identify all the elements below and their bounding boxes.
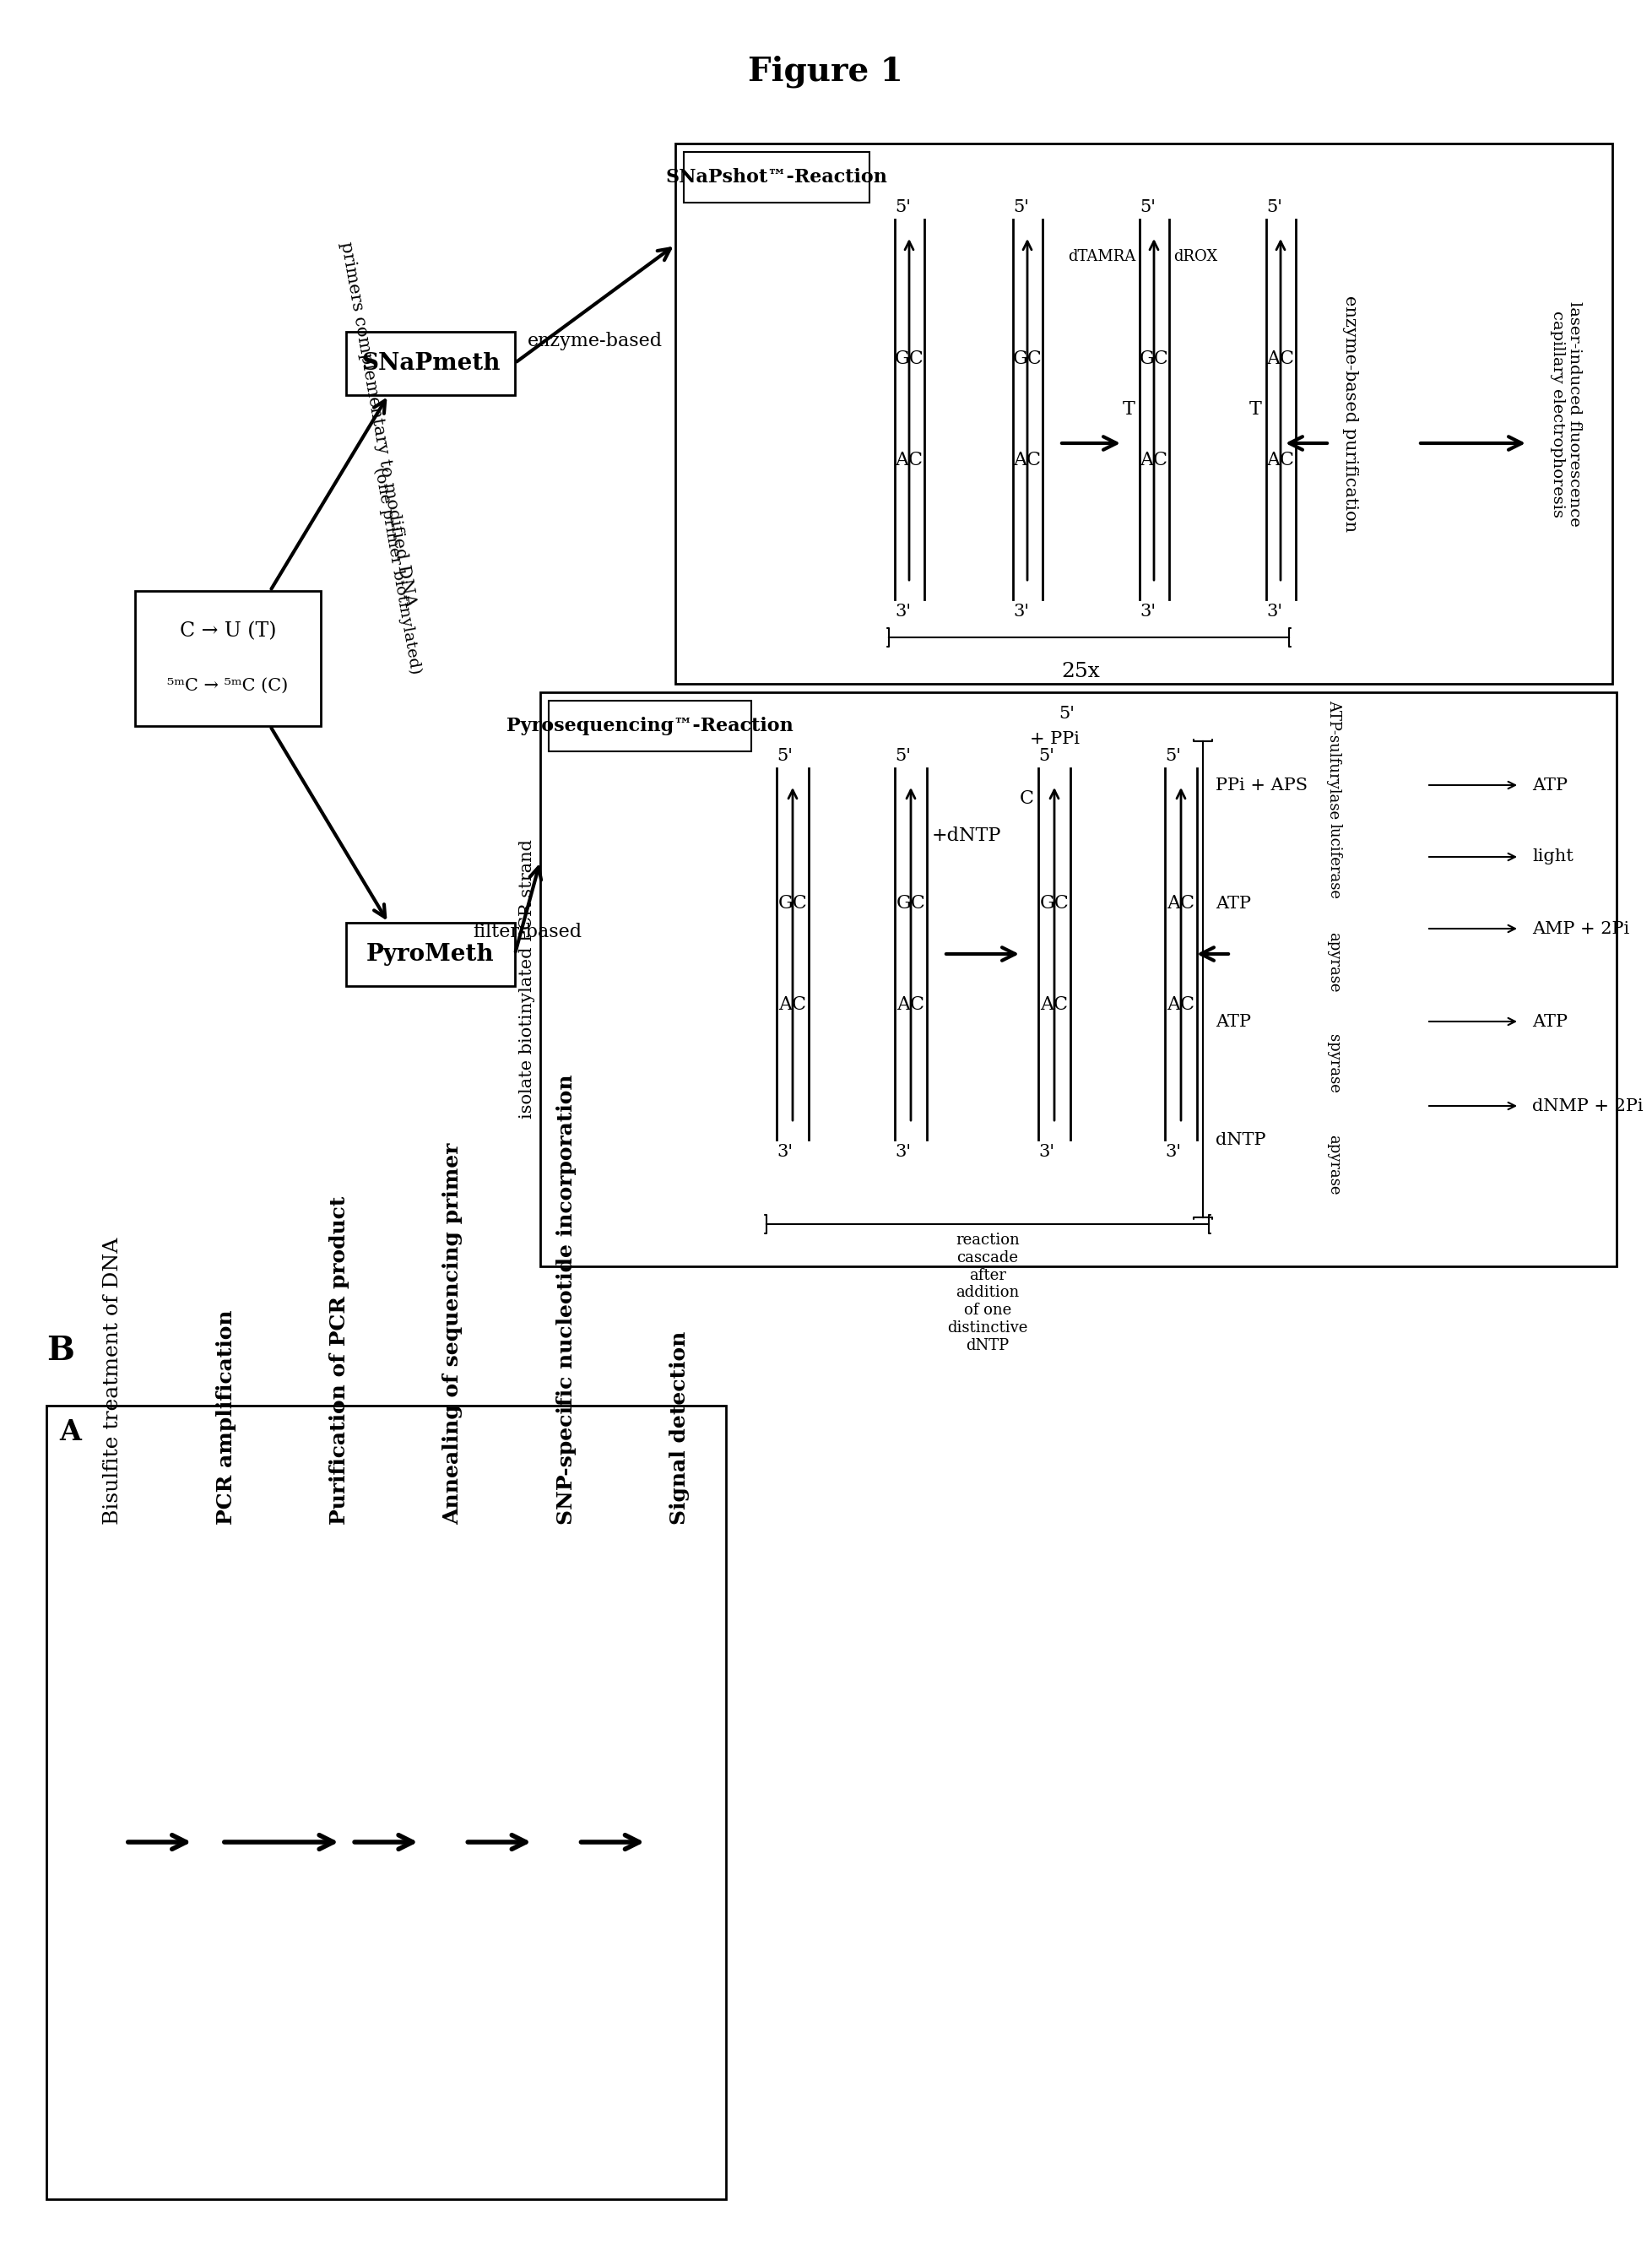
Text: 5': 5' bbox=[1265, 200, 1282, 216]
Text: 5': 5' bbox=[1140, 200, 1156, 216]
Text: GC: GC bbox=[894, 349, 923, 369]
Text: 3': 3' bbox=[1013, 603, 1029, 621]
Text: GC: GC bbox=[895, 895, 925, 913]
Text: AC: AC bbox=[895, 450, 923, 470]
Text: Annealing of sequencing primer: Annealing of sequencing primer bbox=[443, 1142, 463, 1525]
Text: T: T bbox=[1249, 400, 1262, 418]
Text: isolate biotinylated PCR strand: isolate biotinylated PCR strand bbox=[520, 839, 535, 1120]
Text: AC: AC bbox=[1013, 450, 1041, 470]
Text: 5': 5' bbox=[1039, 749, 1054, 765]
Text: AC: AC bbox=[1267, 349, 1295, 369]
Text: Purification of PCR product: Purification of PCR product bbox=[329, 1196, 350, 1525]
Text: 3': 3' bbox=[776, 1145, 793, 1160]
Text: ATP: ATP bbox=[1531, 1014, 1568, 1030]
Text: 5': 5' bbox=[1059, 706, 1074, 722]
Text: (one primer biotinylated): (one primer biotinylated) bbox=[372, 466, 423, 675]
FancyBboxPatch shape bbox=[548, 702, 752, 751]
Text: 3': 3' bbox=[895, 603, 910, 621]
Text: AC: AC bbox=[897, 996, 925, 1014]
Text: AC: AC bbox=[1166, 996, 1194, 1014]
Text: SNP-specific nucleotide incorporation: SNP-specific nucleotide incorporation bbox=[557, 1075, 577, 1525]
Text: 5': 5' bbox=[895, 749, 910, 765]
Text: apyrase: apyrase bbox=[1327, 1136, 1341, 1194]
Text: Pyrosequencing™-Reaction: Pyrosequencing™-Reaction bbox=[507, 717, 793, 735]
Text: AC: AC bbox=[1166, 895, 1194, 913]
Text: PyroMeth: PyroMeth bbox=[367, 942, 494, 965]
Text: GC: GC bbox=[1013, 349, 1042, 369]
FancyBboxPatch shape bbox=[135, 591, 320, 726]
Text: enzyme-based purification: enzyme-based purification bbox=[1343, 295, 1358, 533]
Text: light: light bbox=[1531, 848, 1573, 866]
FancyBboxPatch shape bbox=[540, 693, 1617, 1266]
Text: 5': 5' bbox=[1165, 749, 1181, 765]
Text: 3': 3' bbox=[1039, 1145, 1054, 1160]
Text: GC: GC bbox=[1039, 895, 1069, 913]
Text: 5': 5' bbox=[1013, 200, 1029, 216]
FancyBboxPatch shape bbox=[347, 333, 515, 396]
Text: primers complementary to modified DNA: primers complementary to modified DNA bbox=[337, 241, 418, 607]
Text: 3': 3' bbox=[895, 1145, 910, 1160]
Text: Signal detection: Signal detection bbox=[669, 1331, 689, 1525]
Text: apyrase: apyrase bbox=[1327, 933, 1341, 992]
Text: laser-induced fluorescence
capillary electrophoresis: laser-induced fluorescence capillary ele… bbox=[1550, 301, 1583, 526]
Text: ATP: ATP bbox=[1531, 778, 1568, 794]
Text: B: B bbox=[46, 1334, 74, 1367]
Text: AC: AC bbox=[1140, 450, 1168, 470]
Text: GC: GC bbox=[1140, 349, 1168, 369]
Text: 3': 3' bbox=[1165, 1145, 1181, 1160]
Text: 3': 3' bbox=[1265, 603, 1282, 621]
Text: luciferase: luciferase bbox=[1327, 823, 1341, 900]
Text: T: T bbox=[1123, 400, 1135, 418]
Text: ATP: ATP bbox=[1216, 1014, 1251, 1030]
Text: spyrase: spyrase bbox=[1327, 1035, 1341, 1093]
Text: filter-based: filter-based bbox=[472, 922, 582, 942]
Text: dNMP + 2Pi: dNMP + 2Pi bbox=[1531, 1098, 1644, 1113]
Text: A: A bbox=[59, 1419, 81, 1446]
Text: AC: AC bbox=[1041, 996, 1069, 1014]
Text: SNaPmeth: SNaPmeth bbox=[362, 351, 501, 373]
Text: SNaPshot™-Reaction: SNaPshot™-Reaction bbox=[666, 169, 887, 187]
FancyBboxPatch shape bbox=[347, 922, 515, 985]
Text: dROX: dROX bbox=[1173, 250, 1218, 263]
Text: AMP + 2Pi: AMP + 2Pi bbox=[1531, 920, 1629, 936]
Text: C: C bbox=[1019, 789, 1034, 807]
Text: 5': 5' bbox=[776, 749, 793, 765]
Text: +dNTP: +dNTP bbox=[932, 825, 1001, 846]
Text: AC: AC bbox=[1267, 450, 1295, 470]
Text: Bisulfite treatment of DNA: Bisulfite treatment of DNA bbox=[102, 1237, 122, 1525]
Text: ATP-sulfurylase: ATP-sulfurylase bbox=[1327, 699, 1341, 819]
Text: C → U (T): C → U (T) bbox=[180, 621, 276, 641]
Text: reaction
cascade
after
addition
of one
distinctive
dNTP: reaction cascade after addition of one d… bbox=[947, 1232, 1028, 1354]
Text: enzyme-based: enzyme-based bbox=[527, 333, 662, 351]
FancyBboxPatch shape bbox=[46, 1406, 725, 2200]
Text: Figure 1: Figure 1 bbox=[748, 54, 904, 88]
Text: ATP: ATP bbox=[1216, 895, 1251, 911]
Text: PCR amplification: PCR amplification bbox=[216, 1309, 236, 1525]
Text: ⁵ᵐC → ⁵ᵐC (C): ⁵ᵐC → ⁵ᵐC (C) bbox=[167, 677, 289, 693]
Text: GC: GC bbox=[778, 895, 808, 913]
FancyBboxPatch shape bbox=[684, 153, 869, 202]
Text: PPi + APS: PPi + APS bbox=[1216, 778, 1308, 794]
Text: dNTP: dNTP bbox=[1216, 1131, 1265, 1147]
Text: 3': 3' bbox=[1140, 603, 1156, 621]
Text: dTAMRA: dTAMRA bbox=[1067, 250, 1135, 263]
Text: 5': 5' bbox=[895, 200, 910, 216]
Text: 25x: 25x bbox=[1061, 661, 1100, 681]
Text: + PPi: + PPi bbox=[1029, 731, 1079, 747]
Text: AC: AC bbox=[778, 996, 806, 1014]
FancyBboxPatch shape bbox=[676, 144, 1612, 684]
